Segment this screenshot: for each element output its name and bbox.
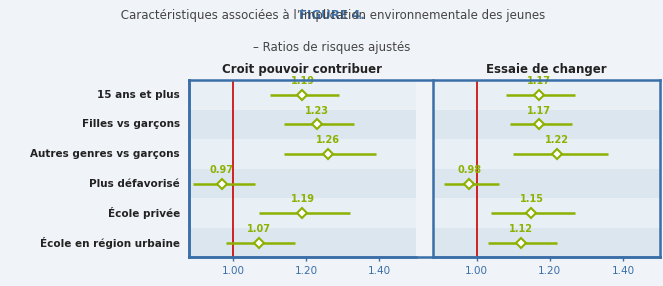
Bar	[432, 110, 660, 139]
Text: 1.19: 1.19	[290, 76, 314, 86]
Title: Essaie de changer: Essaie de changer	[486, 63, 607, 76]
Bar	[432, 198, 660, 228]
Text: FIGURE 4.: FIGURE 4.	[298, 9, 365, 21]
Text: 1.07: 1.07	[247, 224, 271, 234]
Bar	[189, 198, 416, 228]
Bar	[189, 139, 416, 169]
Text: 1.15: 1.15	[520, 194, 544, 204]
Text: 15 ans et plus: 15 ans et plus	[97, 90, 180, 100]
Bar	[189, 80, 416, 110]
Text: École privée: École privée	[107, 207, 180, 219]
Bar	[432, 169, 660, 198]
Bar	[432, 80, 660, 110]
Bar	[432, 228, 660, 257]
Text: 1.19: 1.19	[290, 194, 314, 204]
Text: Autres genres vs garçons: Autres genres vs garçons	[30, 149, 180, 159]
Text: Caractéristiques associées à l’implication environnementale des jeunes: Caractéristiques associées à l’implicati…	[117, 9, 546, 21]
Text: 1.17: 1.17	[527, 76, 551, 86]
Text: 0.97: 0.97	[210, 165, 234, 175]
Text: 1.17: 1.17	[527, 106, 551, 116]
Text: 1.26: 1.26	[316, 135, 340, 145]
Text: 1.12: 1.12	[509, 224, 532, 234]
Bar	[189, 169, 416, 198]
Text: – Ratios de risques ajustés: – Ratios de risques ajustés	[253, 41, 410, 54]
Text: Plus défavorisé: Plus défavorisé	[89, 178, 180, 188]
Text: 0.98: 0.98	[457, 165, 481, 175]
Bar	[432, 139, 660, 169]
Bar	[189, 228, 416, 257]
Title: Croit pouvoir contribuer: Croit pouvoir contribuer	[223, 63, 383, 76]
Text: Filles vs garçons: Filles vs garçons	[82, 120, 180, 129]
Text: École en région urbaine: École en région urbaine	[40, 237, 180, 249]
Bar	[189, 110, 416, 139]
Text: 1.23: 1.23	[305, 106, 329, 116]
Text: 1.22: 1.22	[545, 135, 569, 145]
